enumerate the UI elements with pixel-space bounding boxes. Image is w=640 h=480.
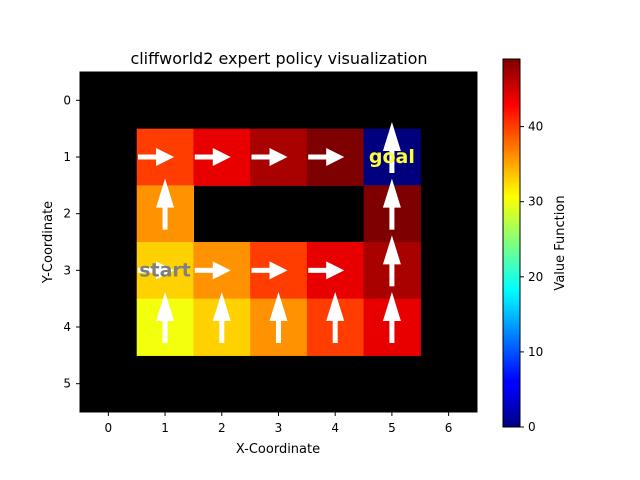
arrows-layer bbox=[138, 122, 401, 344]
x-axis-label: X-Coordinate bbox=[236, 442, 320, 457]
policy-arrow-right bbox=[138, 261, 175, 280]
colorbar-ticks: 0 10 20 30 40 bbox=[520, 120, 543, 434]
colorbar: 0 10 20 30 40 bbox=[502, 58, 543, 434]
y-tick-label: 0 bbox=[63, 93, 71, 107]
policy-arrow-up bbox=[212, 292, 231, 344]
x-tick-label: 1 bbox=[161, 421, 169, 435]
colorbar-label: Value Function bbox=[553, 195, 568, 290]
policy-arrow-up bbox=[382, 235, 401, 287]
policy-arrow-right bbox=[194, 148, 231, 167]
colorbar-tick-label: 40 bbox=[528, 120, 543, 134]
y-tick-label: 5 bbox=[63, 377, 71, 391]
policy-arrow-up bbox=[382, 122, 401, 174]
chart-title: cliffworld2 expert policy visualization bbox=[130, 49, 427, 68]
cell-label-start: start bbox=[139, 259, 191, 281]
colorbar-tick-label: 0 bbox=[528, 420, 536, 434]
policy-arrow-up bbox=[326, 292, 345, 344]
cell-label-goal: goal bbox=[369, 146, 415, 168]
y-axis: 0 1 2 3 4 5 bbox=[63, 93, 80, 391]
colorbar-gradient bbox=[502, 58, 521, 428]
policy-arrow-up bbox=[156, 178, 175, 230]
x-tick-label: 4 bbox=[331, 421, 339, 435]
x-tick-label: 0 bbox=[105, 421, 113, 435]
x-tick-label: 3 bbox=[275, 421, 283, 435]
policy-arrow-right bbox=[251, 148, 288, 167]
plot-area: goal start bbox=[79, 71, 478, 413]
policy-arrow-right bbox=[308, 261, 345, 280]
policy-arrow-up bbox=[382, 178, 401, 230]
x-tick-label: 2 bbox=[218, 421, 226, 435]
policy-arrow-right bbox=[138, 148, 175, 167]
policy-arrow-right bbox=[251, 261, 288, 280]
policy-arrow-right bbox=[194, 261, 231, 280]
y-tick-label: 2 bbox=[63, 207, 71, 221]
y-tick-label: 1 bbox=[63, 150, 71, 164]
colorbar-tick-label: 30 bbox=[528, 195, 543, 209]
policy-arrow-up bbox=[156, 292, 175, 344]
x-tick-label: 6 bbox=[445, 421, 453, 435]
policy-arrow-up bbox=[269, 292, 288, 344]
policy-arrow-right bbox=[308, 148, 345, 167]
y-tick-label: 3 bbox=[63, 263, 71, 277]
x-axis: 0 1 2 3 4 5 6 bbox=[105, 412, 453, 435]
x-tick-label: 5 bbox=[388, 421, 396, 435]
policy-arrow-up bbox=[382, 292, 401, 344]
colorbar-tick-label: 20 bbox=[528, 270, 543, 284]
labels-layer: goal start bbox=[139, 146, 415, 281]
y-tick-label: 4 bbox=[63, 320, 71, 334]
y-axis-label: Y-Coordinate bbox=[41, 201, 56, 284]
colorbar-tick-label: 10 bbox=[528, 345, 543, 359]
